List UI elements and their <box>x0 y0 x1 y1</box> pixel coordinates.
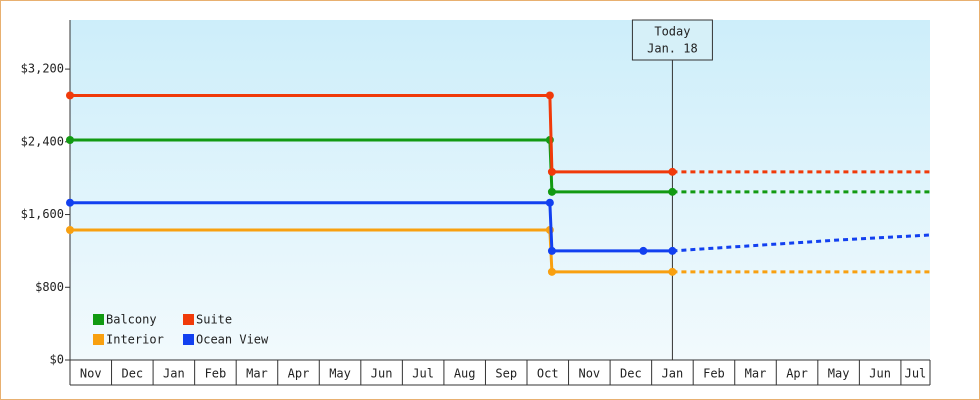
x-tick-label: Aug <box>454 367 476 381</box>
x-tick-label: Apr <box>786 367 808 381</box>
point <box>66 226 74 234</box>
y-tick-label: $0 <box>50 353 64 367</box>
point <box>668 187 677 196</box>
legend-swatch <box>93 314 104 325</box>
point <box>545 198 554 207</box>
x-tick-label: Jul <box>905 367 927 381</box>
y-tick-label: $3,200 <box>21 62 64 76</box>
legend-label: Balcony <box>106 313 157 327</box>
legend-label: Suite <box>196 313 232 327</box>
x-tick-label: Oct <box>537 367 559 381</box>
point <box>66 91 74 100</box>
point <box>668 246 677 255</box>
series-line <box>70 93 673 174</box>
today-box <box>631 19 713 61</box>
point <box>547 267 556 276</box>
x-tick-label: May <box>828 367 850 381</box>
today-date: Jan. 18 <box>647 42 698 56</box>
legend-label: Interior <box>106 333 164 347</box>
point <box>66 136 74 144</box>
point <box>668 267 677 276</box>
point <box>547 167 556 176</box>
x-tick-label: Dec <box>620 367 642 381</box>
y-tick-label: $1,600 <box>21 207 64 221</box>
point <box>545 91 554 100</box>
legend-swatch <box>93 334 104 345</box>
x-tick-label: Feb <box>205 367 227 381</box>
legend-swatch <box>183 314 194 325</box>
legend-label: Ocean View <box>196 333 269 347</box>
today-label: Today <box>654 25 690 39</box>
x-tick-label: Jun <box>371 367 393 381</box>
x-tick-label: Mar <box>745 367 767 381</box>
plot-area <box>70 20 930 360</box>
x-tick-label: May <box>329 367 351 381</box>
point <box>639 246 648 255</box>
x-tick-label: Feb <box>703 367 725 381</box>
x-tick-label: Jan <box>662 367 684 381</box>
x-tick-label: Mar <box>246 367 268 381</box>
point <box>668 167 677 176</box>
y-tick-label: $800 <box>35 280 64 294</box>
point <box>547 187 556 196</box>
point <box>547 246 556 255</box>
x-tick-label: Apr <box>288 367 310 381</box>
x-tick-label: Jul <box>412 367 434 381</box>
point <box>66 198 74 207</box>
x-tick-label: Jun <box>869 367 891 381</box>
x-tick-label: Nov <box>578 367 600 381</box>
legend-swatch <box>183 334 194 345</box>
x-tick-label: Sep <box>495 367 517 381</box>
x-tick-label: Dec <box>121 367 143 381</box>
y-tick-label: $2,400 <box>21 134 64 148</box>
x-tick-label: Jan <box>163 367 185 381</box>
x-tick-label: Nov <box>80 367 102 381</box>
